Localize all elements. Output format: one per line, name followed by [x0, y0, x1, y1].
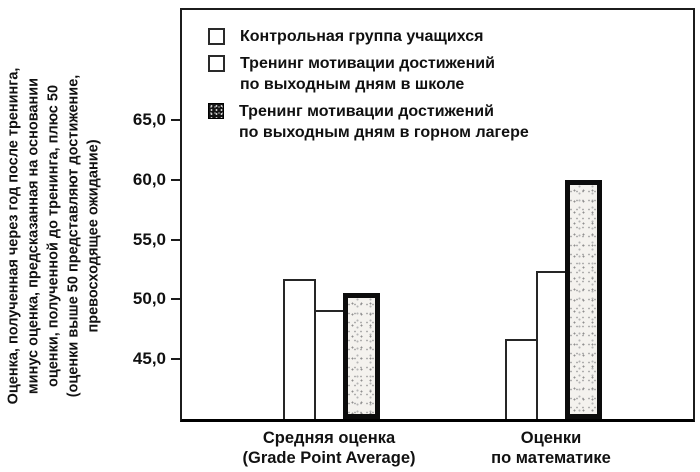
legend-swatch-dark-icon [208, 103, 224, 119]
legend-label-line: Контрольная группа учащихся [240, 28, 484, 45]
y-tick-mark [171, 238, 182, 241]
bar-series2-group1 [565, 180, 602, 419]
legend-label-line: по выходным дням в горном лагере [239, 124, 529, 141]
bar-series0-group1 [505, 339, 538, 419]
y-axis-title-text: Оценка, полученная через год после трени… [3, 68, 103, 405]
legend-item: Контрольная группа учащихся [208, 26, 529, 47]
x-category-label-line: (Grade Point Average) [242, 449, 416, 467]
y-tick-label: 45,0 [132, 349, 166, 369]
y-tick-label: 60,0 [132, 169, 166, 189]
y-axis-title: Оценка, полученная через год после трени… [0, 0, 106, 472]
plot-area: Контрольная группа учащихся Тренинг мотив… [133, 8, 695, 422]
legend-swatch-icon [208, 28, 225, 45]
x-category-label-line: Средняя оценка [262, 429, 396, 447]
bar-series1-group1 [536, 271, 569, 419]
legend-label-line: по выходным дням в школе [240, 76, 465, 93]
y-tick-label: 65,0 [132, 110, 166, 130]
x-category-label: Средняя оценка (Grade Point Average) [199, 428, 459, 468]
x-category-label: Оценки по математике [421, 428, 681, 468]
legend-swatch-icon [208, 55, 225, 72]
y-axis-title-line: Оценка, полученная через год после трени… [5, 67, 22, 405]
legend-label: Контрольная группа учащихся [240, 26, 483, 47]
bar-series2-group0 [343, 293, 380, 419]
y-tick-label: 55,0 [132, 229, 166, 249]
legend-label: Тренинг мотивации достижений по выходным … [240, 53, 495, 95]
y-tick-label: 50,0 [132, 289, 166, 309]
y-tick-mark [171, 298, 182, 301]
x-axis-labels: Средняя оценка (Grade Point Average) Оценк… [180, 428, 695, 472]
bar-series0-group0 [283, 279, 316, 419]
legend-item: Тренинг мотивации достижений по выходным … [208, 53, 529, 95]
legend: Контрольная группа учащихся Тренинг мотив… [208, 26, 529, 149]
y-axis-title-line: минус оценка, предсказанная на основании [25, 77, 42, 395]
legend-label: Тренинг мотивации достижений по выходным … [239, 101, 529, 143]
y-tick-mark [171, 358, 182, 361]
legend-item: Тренинг мотивации достижений по выходным … [208, 101, 529, 143]
y-axis-title-line: (оценки выше 50 представляют достижение, [65, 74, 82, 398]
legend-label-line: Тренинг мотивации достижений [240, 55, 495, 72]
y-axis-title-line: превосходящее ожидание) [85, 139, 102, 333]
y-axis-title-line: оценки, полученной до тренинга, плюс 50 [45, 84, 62, 388]
y-tick-mark [171, 178, 182, 181]
legend-label-line: Тренинг мотивации достижений [239, 103, 494, 120]
y-tick-mark [171, 119, 182, 122]
x-category-label-line: по математике [491, 449, 611, 467]
x-category-label-line: Оценки [520, 429, 582, 447]
